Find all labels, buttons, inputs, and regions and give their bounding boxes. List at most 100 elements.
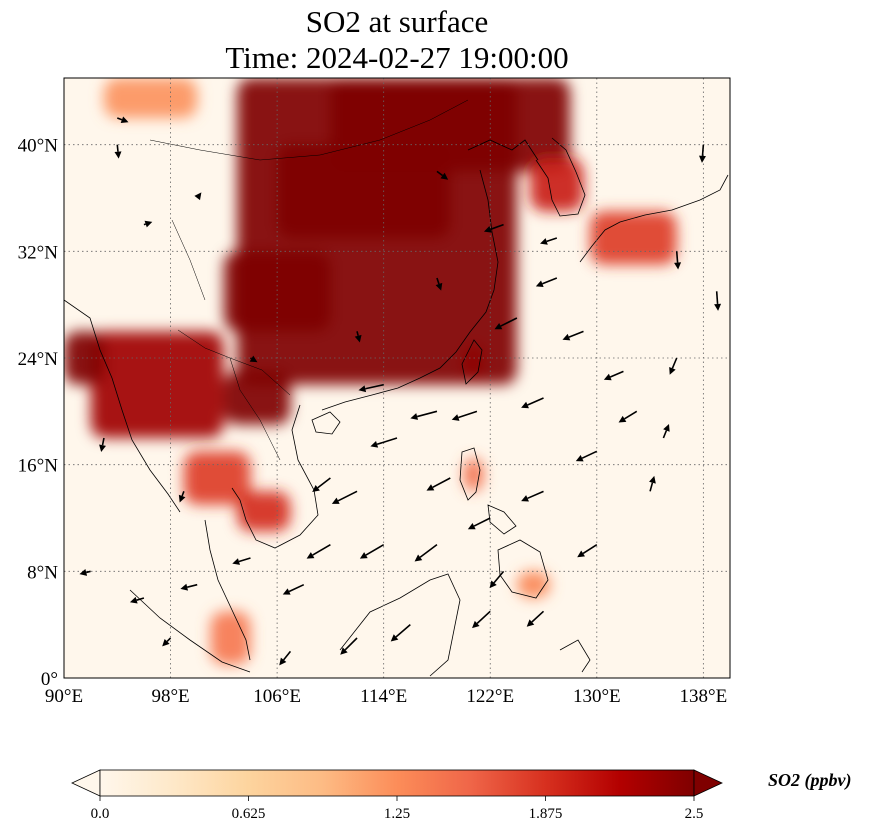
so2-region-malaysia	[210, 611, 251, 665]
colorbar: 0.0 0.625 1.25 1.875 2.5	[71, 769, 723, 822]
lon-tick-label: 106°E	[253, 686, 301, 707]
wind-arrow	[472, 610, 491, 629]
sulawesi-coast	[559, 639, 591, 673]
wind-arrow	[249, 355, 258, 363]
map-frame	[63, 77, 731, 679]
wind-arrow	[467, 517, 491, 530]
wind-arrow	[714, 291, 722, 311]
lat-tick-label: 16°N	[18, 456, 59, 477]
borneo-coast	[339, 573, 461, 677]
lat-tick-label: 0°	[41, 669, 58, 690]
wind-arrow	[99, 437, 106, 452]
wind-arrow	[358, 383, 384, 393]
wind-arrow	[116, 116, 129, 124]
wind-arrow	[451, 410, 478, 421]
lon-tick-label: 122°E	[466, 686, 514, 707]
colorbar-gradient	[99, 769, 695, 797]
colorbar-extend-max	[693, 769, 723, 797]
wind-arrow	[562, 330, 584, 341]
colorbar-tick-label: 0.625	[232, 806, 266, 822]
lon-tick-label: 138°E	[680, 686, 728, 707]
wind-arrow	[618, 410, 638, 423]
korea-coast	[535, 137, 586, 217]
bengal-coast	[64, 299, 181, 513]
lat-tick-label: 24°N	[18, 349, 59, 370]
so2-region-mindanao	[516, 571, 551, 598]
wind-arrow	[359, 543, 385, 559]
lat-tick-label: 32°N	[18, 242, 59, 263]
lon-tick-label: 98°E	[151, 686, 189, 707]
wind-arrow	[414, 544, 438, 562]
wind-arrow	[114, 144, 122, 159]
so2-field-layer	[64, 78, 677, 665]
so2-region-luzon	[463, 458, 484, 492]
lon-tick-label: 114°E	[360, 686, 407, 707]
wind-arrow	[331, 490, 358, 504]
coastline-layer	[64, 99, 729, 677]
wind-arrow	[312, 477, 331, 492]
lon-tick-label: 130°E	[573, 686, 621, 707]
colorbar-tick-label: 1.25	[384, 806, 410, 822]
hainan-coast	[311, 411, 341, 435]
wind-arrow	[483, 223, 504, 233]
wind-arrow	[143, 220, 153, 228]
wind-arrow	[390, 624, 411, 642]
sumatra-coast	[129, 589, 251, 673]
wind-arrow	[577, 543, 598, 558]
so2-region-cambodia	[237, 491, 291, 532]
colorbar-ticks: 0.0 0.625 1.25 1.875 2.5	[91, 796, 704, 822]
wind-arrow	[699, 144, 706, 163]
map-subtitle: Time: 2024-02-27 19:00:00	[225, 40, 569, 75]
so2-region-bohai-north	[330, 78, 571, 172]
wind-arrow	[370, 437, 398, 448]
indochina-coast	[231, 404, 319, 549]
wind-arrow	[162, 637, 172, 647]
wind-arrow	[662, 424, 670, 439]
wind-arrow	[535, 277, 558, 288]
china-coast	[321, 169, 499, 411]
colorbar-tick-label: 0.0	[91, 806, 110, 822]
so2-region-sichuan	[223, 251, 331, 332]
wind-arrow	[603, 370, 624, 381]
colorbar-label: SO2 (ppbv)	[768, 770, 852, 790]
wind-arrow	[526, 610, 545, 627]
lon-tick-label: 90°E	[45, 686, 83, 707]
wind-arrow	[435, 277, 443, 291]
borders	[149, 99, 469, 461]
wind-arrow	[232, 557, 251, 565]
map-title: SO2 at surface	[305, 4, 489, 39]
wind-arrow	[521, 490, 544, 502]
so2-region-bangladesh	[64, 331, 104, 385]
so2-region-korea-coast	[530, 158, 584, 212]
axis-ticks: 90°E 98°E 106°E 114°E 122°E 130°E 138°E 0° 8°N 16…	[18, 136, 728, 707]
wind-arrow	[194, 192, 202, 201]
wind-arrow	[410, 410, 438, 420]
wind-arrow	[306, 543, 331, 559]
wind-arrow	[79, 569, 91, 576]
wind-arrow	[340, 637, 358, 655]
wind-arrow	[426, 477, 451, 491]
colorbar-tick-label: 2.5	[685, 806, 704, 822]
wind-arrow	[279, 650, 292, 666]
so2-region-taiwan	[463, 344, 484, 378]
malay-coast	[204, 519, 251, 661]
lat-tick-label: 8°N	[27, 562, 58, 583]
wind-arrow	[521, 397, 544, 409]
japan-coast	[579, 174, 729, 263]
so2-region-northern-vietnam	[223, 371, 291, 425]
wind-arrow	[494, 317, 518, 330]
bohai-coast	[467, 139, 539, 161]
wind-arrow	[178, 491, 186, 503]
wind-arrow	[649, 475, 656, 492]
wind-arrow	[674, 251, 682, 270]
gridlines	[64, 78, 730, 678]
wind-arrow	[282, 583, 305, 595]
wind-arrow	[180, 583, 198, 591]
wind-arrow	[489, 570, 505, 589]
so2-region-kyushu-honshu	[590, 211, 677, 265]
luzon-coast	[459, 447, 481, 501]
taiwan-coast	[461, 339, 483, 385]
colorbar-tick-label: 1.875	[529, 806, 563, 822]
wind-arrow	[436, 170, 449, 180]
